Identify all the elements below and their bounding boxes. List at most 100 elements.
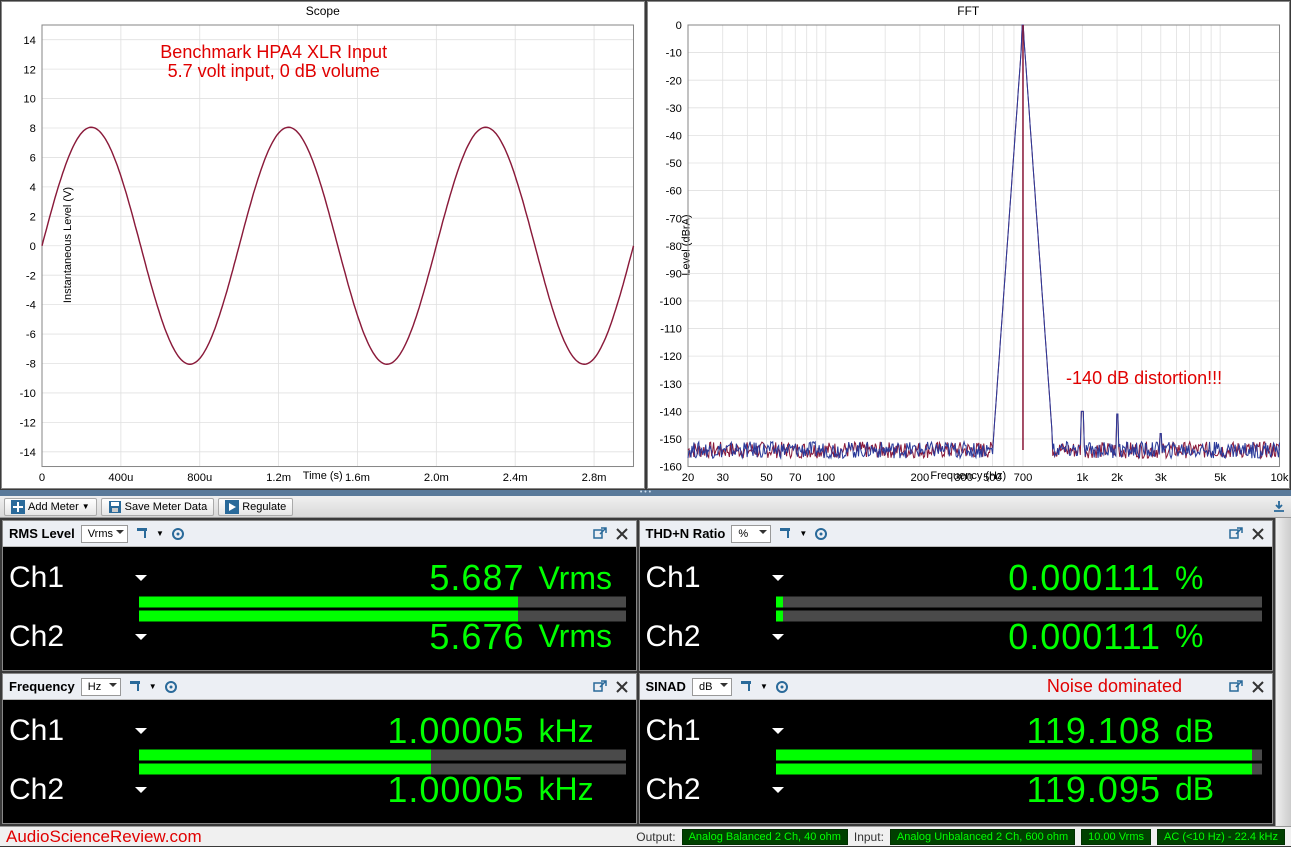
save-meter-button[interactable]: Save Meter Data: [101, 498, 215, 516]
meter-thdn: THD+N Ratio % ▼ Ch1 0.000111 % Ch2: [639, 520, 1274, 671]
meter-sinad-ch1-value: 119.108: [790, 710, 1166, 752]
meter-freq-ch1-unit: kHz: [535, 713, 630, 750]
meter-freq-ch2-value: 1.00005: [153, 769, 529, 811]
close-icon[interactable]: [614, 526, 630, 542]
meter-rms-unit-select[interactable]: Vrms: [81, 525, 128, 543]
gear-icon[interactable]: [170, 526, 186, 542]
gear-icon[interactable]: [813, 526, 829, 542]
gear-icon[interactable]: [774, 679, 790, 695]
meter-rms-ch1-value: 5.687: [153, 557, 529, 599]
meter-sinad-ch2-unit: dB: [1171, 771, 1266, 808]
svg-text:6: 6: [30, 153, 36, 165]
svg-text:200: 200: [910, 472, 929, 484]
close-icon[interactable]: [1250, 679, 1266, 695]
gear-icon[interactable]: [163, 679, 179, 695]
svg-text:5k: 5k: [1214, 472, 1226, 484]
svg-text:50: 50: [760, 472, 772, 484]
svg-text:14: 14: [23, 35, 35, 47]
svg-text:30: 30: [716, 472, 728, 484]
filter-icon[interactable]: [127, 679, 143, 695]
meter-sinad-ch2-value: 119.095: [790, 769, 1166, 811]
status-vrms[interactable]: 10.00 Vrms: [1081, 829, 1151, 845]
chevron-down-icon[interactable]: [135, 728, 147, 740]
svg-text:12: 12: [23, 64, 35, 76]
meter-rms-title: RMS Level: [9, 526, 75, 541]
meter-sinad: SINAD dB ▼ Noise dominated Ch1 119.108 d…: [639, 673, 1274, 824]
svg-text:-8: -8: [26, 359, 36, 371]
popout-icon[interactable]: [1228, 679, 1244, 695]
popout-icon[interactable]: [592, 526, 608, 542]
svg-text:10k: 10k: [1270, 472, 1288, 484]
svg-text:-110: -110: [660, 324, 682, 336]
svg-text:-160: -160: [659, 462, 681, 474]
svg-text:-30: -30: [665, 103, 681, 115]
download-icon[interactable]: [1271, 499, 1287, 515]
close-icon[interactable]: [1250, 526, 1266, 542]
svg-text:2.0m: 2.0m: [424, 472, 449, 484]
chevron-down-icon[interactable]: [772, 634, 784, 646]
meter-thdn-unit-select[interactable]: %: [731, 525, 771, 543]
status-input-value[interactable]: Analog Unbalanced 2 Ch, 600 ohm: [890, 829, 1075, 845]
svg-text:500: 500: [983, 472, 1002, 484]
popout-icon[interactable]: [1228, 526, 1244, 542]
meter-rms-header: RMS Level Vrms ▼: [3, 521, 636, 547]
chevron-down-icon[interactable]: [135, 575, 147, 587]
meter-freq-unit-select[interactable]: Hz: [81, 678, 121, 696]
svg-text:-90: -90: [665, 268, 681, 280]
meter-thdn-title: THD+N Ratio: [646, 526, 726, 541]
popout-icon[interactable]: [592, 679, 608, 695]
ch-label: Ch1: [9, 561, 129, 595]
svg-text:-14: -14: [20, 447, 36, 459]
meter-sinad-ch1-unit: dB: [1171, 713, 1266, 750]
meters-grid: RMS Level Vrms ▼ Ch1 5.687 Vrms Ch2: [0, 518, 1291, 826]
regulate-button[interactable]: Regulate: [218, 498, 293, 516]
ch-label: Ch2: [646, 773, 766, 807]
save-icon: [108, 500, 122, 514]
chevron-down-icon[interactable]: [772, 787, 784, 799]
status-output-label: Output:: [636, 830, 675, 844]
chevron-down-icon[interactable]: [772, 728, 784, 740]
status-bandwidth[interactable]: AC (<10 Hz) - 22.4 kHz: [1157, 829, 1285, 845]
svg-text:-20: -20: [665, 75, 681, 87]
svg-text:-2: -2: [26, 270, 36, 282]
meter-rms-ch2-unit: Vrms: [535, 618, 630, 655]
fft-plot[interactable]: 0-10-20-30-40-50-60-70-80-90-100-110-120…: [688, 25, 1280, 467]
ch-label: Ch1: [9, 714, 129, 748]
meter-thdn-ch2-value: 0.000111: [790, 616, 1166, 658]
scope-panel: Scope Instantaneous Level (V) Time (s) -…: [1, 1, 645, 489]
regulate-label: Regulate: [242, 501, 286, 513]
filter-icon[interactable]: [777, 526, 793, 542]
meter-sinad-unit-select[interactable]: dB: [692, 678, 732, 696]
svg-text:10: 10: [23, 94, 35, 106]
close-icon[interactable]: [614, 679, 630, 695]
meter-thdn-ch1-unit: %: [1171, 560, 1266, 597]
filter-icon[interactable]: [134, 526, 150, 542]
chevron-down-icon[interactable]: [135, 787, 147, 799]
scope-plot[interactable]: -14-12-10-8-6-4-2024681012140400u800u1.2…: [42, 25, 634, 467]
fft-title: FFT: [648, 2, 1290, 20]
svg-text:1.6m: 1.6m: [345, 472, 370, 484]
chevron-down-icon[interactable]: [135, 634, 147, 646]
svg-text:800u: 800u: [187, 472, 212, 484]
svg-text:-6: -6: [26, 329, 36, 341]
svg-text:2.8m: 2.8m: [582, 472, 607, 484]
meter-rms: RMS Level Vrms ▼ Ch1 5.687 Vrms Ch2: [2, 520, 637, 671]
svg-text:2.4m: 2.4m: [503, 472, 528, 484]
meter-freq-body: Ch1 1.00005 kHz Ch2 1.00005 kHz: [3, 700, 636, 823]
watermark: AudioScienceReview.com: [6, 827, 202, 847]
meter-thdn-ch1-value: 0.000111: [790, 557, 1166, 599]
scope-title: Scope: [2, 2, 644, 20]
meter-rms-ch1-unit: Vrms: [535, 560, 630, 597]
svg-text:-70: -70: [665, 213, 681, 225]
meter-thdn-body: Ch1 0.000111 % Ch2 0.000111 %: [640, 547, 1273, 670]
status-output-value[interactable]: Analog Balanced 2 Ch, 40 ohm: [682, 829, 848, 845]
filter-icon[interactable]: [738, 679, 754, 695]
chevron-down-icon[interactable]: [772, 575, 784, 587]
add-meter-button[interactable]: Add Meter ▼: [4, 498, 97, 516]
meter-freq-title: Frequency: [9, 679, 75, 694]
fft-panel: FFT Level (dBrA) Frequency (Hz) 0-10-20-…: [647, 1, 1291, 489]
scrollbar-v[interactable]: [1275, 518, 1291, 826]
meter-rms-bars: [139, 596, 626, 621]
svg-text:70: 70: [789, 472, 801, 484]
ch-label: Ch1: [646, 561, 766, 595]
